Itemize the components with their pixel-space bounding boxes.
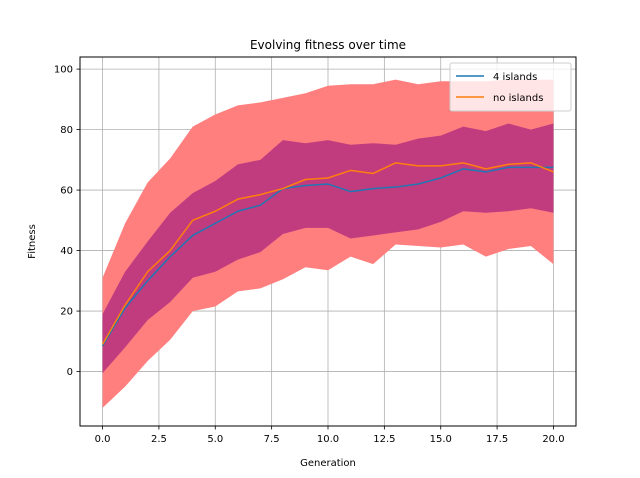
y-tick-label: 80 xyxy=(60,125,73,136)
y-tick-label: 40 xyxy=(60,246,73,257)
legend-label-no-islands: no islands xyxy=(493,93,543,104)
x-tick-label: 2.5 xyxy=(151,434,167,445)
band-4-islands xyxy=(102,123,554,374)
x-tick-label: 7.5 xyxy=(264,434,280,445)
line-layer xyxy=(101,162,554,347)
band-layer xyxy=(102,79,554,408)
x-axis-label: Generation xyxy=(300,458,356,469)
y-axis-label: Fitness xyxy=(27,224,38,259)
x-tick-label: 15.0 xyxy=(430,434,452,445)
x-tick-label: 0.0 xyxy=(95,434,111,445)
legend-box xyxy=(449,62,572,112)
y-tick-label: 20 xyxy=(60,307,73,318)
x-tick-label: 5.0 xyxy=(207,434,223,445)
x-tick-label: 10.0 xyxy=(317,434,339,445)
legend: 4 islands no islands xyxy=(449,62,572,112)
y-tick-label: 100 xyxy=(54,65,73,76)
chart-title: Evolving fitness over time xyxy=(250,38,406,52)
tick-layer: 0.0 2.5 5.0 7.5 10.0 12.5 15.0 17.5 20.0 0 20 40 60 8… xyxy=(54,65,565,445)
series-line-no-islands xyxy=(101,162,554,345)
x-tick-label: 20.0 xyxy=(542,434,564,445)
y-tick-label: 60 xyxy=(60,186,73,197)
series-line-4-islands xyxy=(101,166,554,347)
legend-label-4-islands: 4 islands xyxy=(493,72,537,83)
x-tick-label: 12.5 xyxy=(373,434,395,445)
y-tick-label: 0 xyxy=(67,367,73,378)
x-tick-label: 17.5 xyxy=(486,434,508,445)
